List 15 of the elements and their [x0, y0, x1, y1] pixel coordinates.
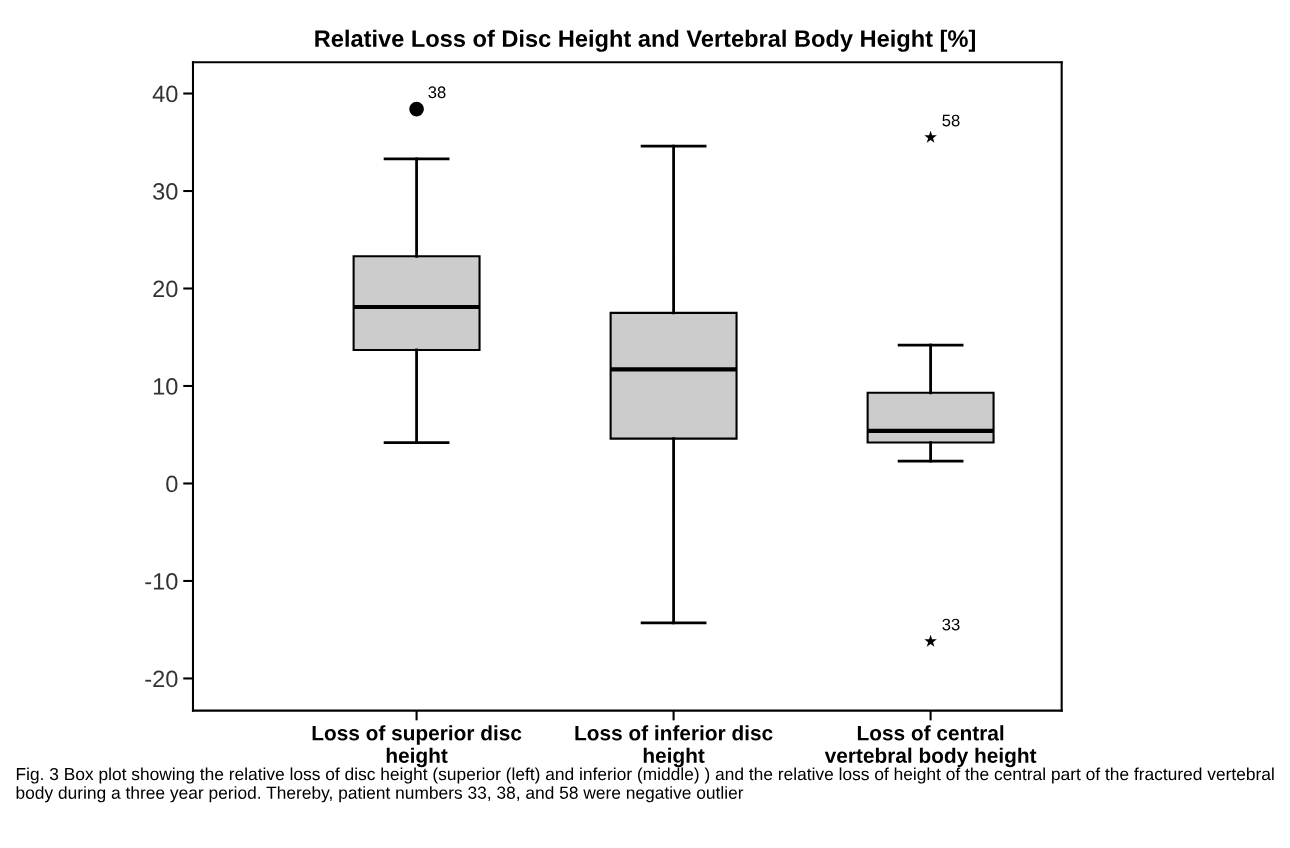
y-tick-label: 10: [153, 378, 178, 395]
x-tick-label: Loss of superior disc height: [312, 725, 522, 768]
y-tick-label: -10: [145, 573, 178, 590]
chart-title: Relative Loss of Disc Height and Vertebral Body Height [%]: [315, 29, 975, 52]
annotation: 33: [942, 618, 960, 631]
y-tick-label: 30: [153, 183, 178, 200]
y-tick-label: 20: [153, 280, 178, 298]
y-tick-label: 40: [152, 85, 178, 103]
x-tick-label: Loss of inferior disc height: [575, 725, 773, 768]
caption: Fig. 3 Box plot showing the relative loss of disc height (superior (left) and inferior (middle) ) and the relative loss of height of the central part of the fractured vertebral body during a three year period. Thereby, patient numbers 33, 38, and 58 were negative outlier: [16, 767, 1274, 803]
y-tick-label: 0: [166, 475, 178, 493]
y-tick-label: -20: [145, 670, 178, 688]
x-tick-label: Loss of central vertebral body height: [824, 725, 1037, 768]
annotation: 58: [942, 114, 960, 127]
annotation: 38: [428, 86, 446, 99]
